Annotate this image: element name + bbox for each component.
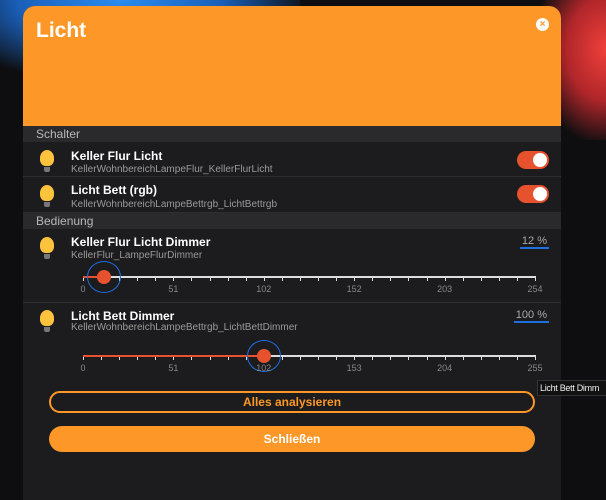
- slider-tick: [227, 276, 229, 281]
- slider-tick: [444, 276, 446, 281]
- slider-tick-label: 152: [346, 284, 362, 294]
- percent-value: 100 %: [513, 309, 549, 323]
- item-name: Keller Flur Licht Dimmer: [71, 235, 211, 249]
- slider-tick: [390, 355, 392, 360]
- dimmer-slider[interactable]: 0 51 102 152 203 254: [80, 261, 543, 300]
- toggle-switch[interactable]: [517, 185, 549, 203]
- slider-tick: [480, 355, 482, 360]
- slider-tick: [191, 355, 193, 360]
- slider-tick-label: 102: [256, 284, 272, 294]
- slider-tick: [299, 276, 301, 281]
- slider-tick: [498, 276, 500, 281]
- item-name: Licht Bett (rgb): [71, 183, 157, 197]
- lightbulb-icon: [40, 185, 54, 209]
- slider-tick: [426, 355, 428, 360]
- section-header-schalter: Schalter: [23, 126, 561, 142]
- slider-tick-label: 0: [80, 284, 86, 294]
- slider-track: [83, 276, 535, 278]
- slider-fill: [83, 355, 264, 357]
- slider-tick: [336, 355, 338, 360]
- slider-tick-label: 255: [527, 363, 543, 373]
- slider-thumb[interactable]: [256, 349, 271, 363]
- slider-tick: [263, 276, 265, 281]
- slider-tick: [336, 276, 338, 281]
- slider-tick: [372, 276, 374, 281]
- slider-tick: [281, 355, 283, 360]
- slider-tick: [155, 276, 157, 281]
- slider-tick-label: 254: [527, 284, 543, 294]
- slider-tick: [101, 355, 103, 360]
- slider-tick: [354, 276, 356, 281]
- slider-tick: [462, 355, 464, 360]
- close-button[interactable]: Schließen: [49, 426, 535, 452]
- slider-tick: [408, 276, 410, 281]
- toggle-switch[interactable]: [517, 151, 549, 169]
- lightbulb-icon: [40, 310, 54, 334]
- slider-tick-label: 204: [437, 363, 453, 373]
- slider-tick: [354, 355, 356, 360]
- slider-tick: [155, 355, 157, 360]
- item-id: KellerWohnbereichLampeBettrgb_LichtBettr…: [71, 199, 278, 210]
- annotation-circle: [87, 261, 122, 293]
- slider-tick: [209, 276, 211, 281]
- slider-tick: [83, 355, 84, 360]
- item-id: KellerWohnbereichLampeFlur_KellerFlurLic…: [71, 164, 273, 175]
- slider-tick-label: 0: [80, 363, 86, 373]
- slider-tick: [462, 276, 464, 281]
- lightbulb-icon: [40, 150, 54, 174]
- close-icon[interactable]: ×: [536, 18, 549, 31]
- dialog-header: Licht ×: [23, 6, 561, 126]
- slider-tick: [137, 276, 139, 281]
- switch-row: Keller Flur Licht KellerWohnbereichLampe…: [23, 142, 561, 177]
- slider-tick: [318, 276, 320, 281]
- slider-tick: [299, 355, 301, 360]
- light-dialog: Licht × Schalter Keller Flur Licht Kelle…: [23, 6, 561, 500]
- dimmer-row: Keller Flur Licht Dimmer KellerFlur_Lamp…: [23, 229, 561, 303]
- slider-tick: [480, 276, 482, 281]
- slider-tick: [173, 276, 175, 281]
- slider-tick: [498, 355, 500, 360]
- slider-tick-label: 102: [256, 363, 272, 373]
- annotation-circle: [246, 340, 281, 372]
- slider-tick: [426, 276, 428, 281]
- slider-tick: [191, 276, 193, 281]
- slider-tick: [408, 355, 410, 360]
- slider-tick: [535, 355, 536, 360]
- slider-tick: [281, 276, 283, 281]
- section-header-bedienung: Bedienung: [23, 213, 561, 229]
- slider-tick: [119, 355, 121, 360]
- slider-tick-label: 203: [437, 284, 453, 294]
- slider-tick: [372, 355, 374, 360]
- dimmer-slider[interactable]: 0 51 102 153 204 255: [80, 340, 543, 379]
- slider-tick-label: 51: [168, 363, 179, 373]
- slider-tick: [137, 355, 139, 360]
- item-id: KellerFlur_LampeFlurDimmer: [71, 250, 203, 261]
- slider-tick: [444, 355, 446, 360]
- slider-tick: [227, 355, 229, 360]
- slider-tick: [245, 355, 247, 360]
- item-id: KellerWohnbereichLampeBettrgb_LichtBettD…: [71, 322, 298, 333]
- item-name: Licht Bett Dimmer: [71, 309, 175, 323]
- slider-tick-label: 153: [346, 363, 362, 373]
- tooltip: Licht Bett Dimm: [537, 380, 606, 396]
- switch-row: Licht Bett (rgb) KellerWohnbereichLampeB…: [23, 177, 561, 213]
- item-name: Keller Flur Licht: [71, 149, 163, 163]
- slider-tick: [209, 355, 211, 360]
- slider-tick: [83, 276, 84, 281]
- slider-tick: [318, 355, 320, 360]
- slider-tick: [535, 276, 536, 281]
- slider-thumb[interactable]: [97, 270, 112, 284]
- dimmer-row: Licht Bett Dimmer KellerWohnbereichLampe…: [23, 303, 561, 383]
- analyze-all-button[interactable]: Alles analysieren: [49, 391, 535, 413]
- dialog-title: Licht: [36, 19, 87, 42]
- slider-tick: [173, 355, 175, 360]
- slider-tick: [516, 355, 518, 360]
- slider-tick: [390, 276, 392, 281]
- slider-tick: [245, 276, 247, 281]
- lightbulb-icon: [40, 237, 54, 261]
- slider-track: [83, 355, 535, 357]
- slider-tick-label: 51: [168, 284, 179, 294]
- slider-tick: [516, 276, 518, 281]
- percent-value: 12 %: [519, 235, 549, 249]
